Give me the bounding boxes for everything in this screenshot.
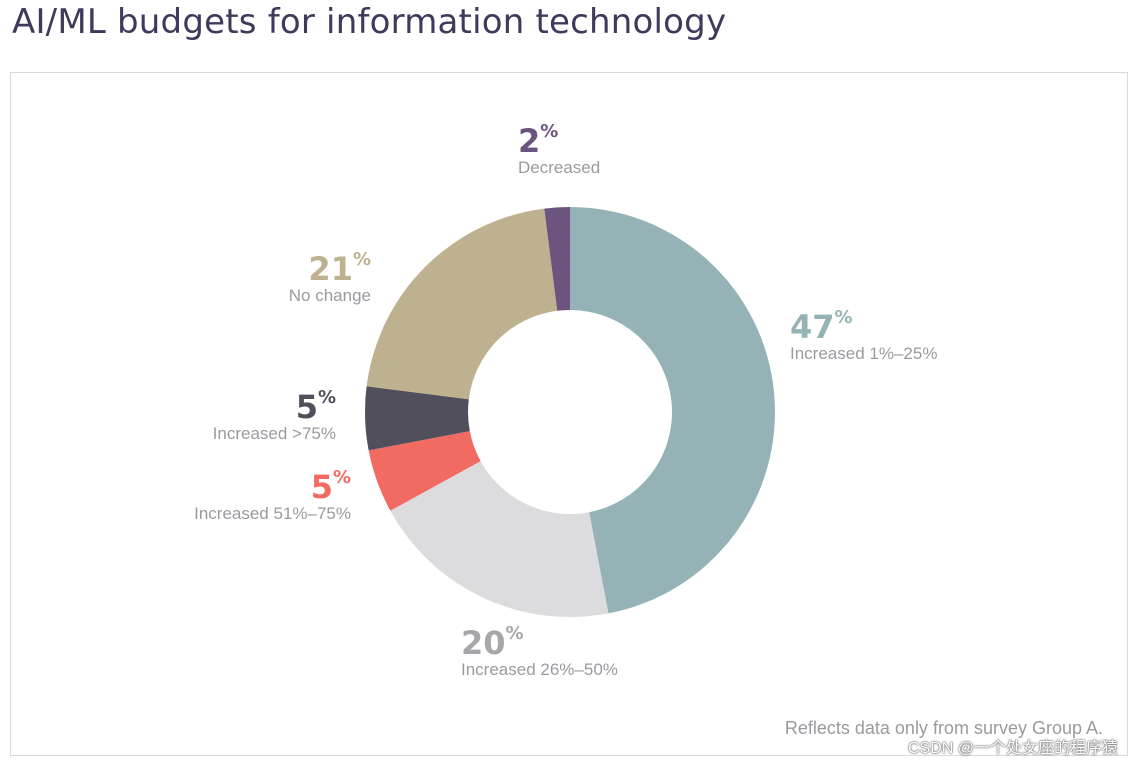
donut-slice-2 [368,431,481,511]
donut-slice-1 [390,461,609,617]
donut-slice-0 [570,207,776,614]
donut-slice-3 [365,386,470,451]
label-increased-51-75: 5% Increased 51%–75% [194,467,351,523]
slice-description: No change [288,286,371,305]
page-title: AI/ML budgets for information technology [12,2,727,42]
donut-slice-5 [544,207,570,311]
label-increased-26-50: 20% Increased 26%–50% [461,623,618,679]
watermark: CSDN @一个处女座的程序猿 [907,740,1118,757]
donut-slice-4 [366,208,558,400]
pct-value: 2% [518,121,559,160]
label-increased-over-75: 5% Increased >75% [212,387,336,443]
slice-description: Increased 26%–50% [461,660,618,679]
label-increased-1-25: 47% Increased 1%–25% [790,307,938,363]
pct-value: 5% [310,467,351,506]
pct-value: 47% [790,307,853,346]
slice-description: Increased 51%–75% [194,504,351,523]
slice-description: Decreased [518,158,601,177]
slice-description: Increased >75% [212,424,336,443]
label-no-change: 21% No change [288,249,371,305]
pct-value: 20% [461,623,524,662]
label-decreased: 2% Decreased [518,121,601,177]
pct-value: 21% [308,249,371,288]
donut-chart [365,207,776,617]
slice-description: Increased 1%–25% [790,344,938,363]
pct-value: 5% [295,387,336,426]
chart-frame: 47% Increased 1%–25% 20% Increased 26%–5… [10,72,1128,756]
footnote: Reflects data only from survey Group A. [784,718,1103,738]
